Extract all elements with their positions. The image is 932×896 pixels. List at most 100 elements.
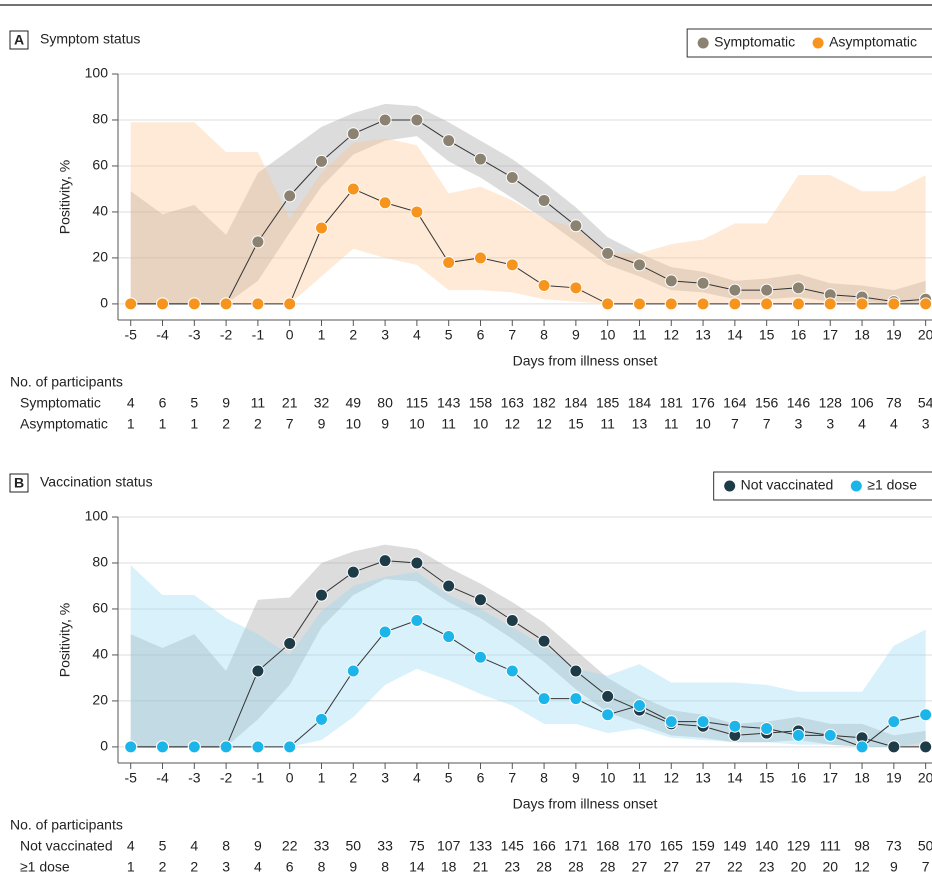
data-point: [887, 297, 901, 311]
count: 54: [918, 395, 932, 411]
confidence-band: [130, 565, 926, 747]
count: 4: [127, 838, 135, 854]
data-point: [187, 740, 201, 754]
count: 23: [504, 859, 520, 875]
x-tick-label: 6: [477, 327, 485, 343]
count: 184: [564, 395, 588, 411]
count: 3: [795, 416, 803, 432]
y-tick-label: 60: [92, 600, 108, 616]
count: 14: [409, 859, 425, 875]
y-tick-label: 0: [100, 738, 108, 754]
count: 149: [723, 838, 747, 854]
x-tick-label: -2: [220, 327, 233, 343]
x-tick-label: 11: [632, 770, 647, 786]
count: 6: [286, 859, 294, 875]
data-point: [346, 565, 360, 579]
x-tick-label: 13: [695, 770, 711, 786]
y-tick-label: 80: [92, 111, 108, 127]
x-tick-label: 6: [477, 770, 485, 786]
data-point: [696, 715, 710, 729]
count: 21: [473, 859, 489, 875]
count: 28: [568, 859, 584, 875]
data-point: [187, 297, 201, 311]
x-tick-label: -2: [220, 770, 233, 786]
count: 15: [568, 416, 584, 432]
confidence-band: [130, 544, 926, 747]
count: 11: [251, 395, 266, 411]
y-tick-label: 80: [92, 554, 108, 570]
count: 32: [314, 395, 330, 411]
count: 158: [469, 395, 493, 411]
count: 2: [254, 416, 262, 432]
legend: Not vaccinated ≥1 dose: [713, 471, 932, 501]
count: 185: [596, 395, 620, 411]
data-point: [378, 196, 392, 210]
x-tick-label: 7: [508, 327, 516, 343]
data-point: [283, 636, 297, 650]
count: 33: [314, 838, 330, 854]
x-tick-label: 20: [918, 770, 932, 786]
x-tick-label: 0: [286, 327, 294, 343]
count: 8: [381, 859, 389, 875]
count: 7: [922, 859, 930, 875]
data-point: [251, 664, 265, 678]
y-tick-label: 20: [92, 692, 108, 708]
x-tick-label: 0: [286, 770, 294, 786]
count: 184: [628, 395, 652, 411]
data-point: [537, 692, 551, 706]
count: 9: [222, 395, 230, 411]
panel-label-box: [9, 473, 29, 493]
x-tick-label: 16: [791, 327, 807, 343]
confidence-band: [130, 122, 926, 304]
count: 7: [286, 416, 294, 432]
count: 159: [691, 838, 715, 854]
x-tick-label: 10: [600, 327, 616, 343]
y-tick-label: 100: [85, 65, 109, 81]
data-point: [156, 740, 170, 754]
count: 4: [858, 416, 866, 432]
x-tick-label: 19: [886, 327, 902, 343]
legend-label: Symptomatic: [714, 34, 795, 50]
data-point: [378, 625, 392, 639]
x-tick-label: 8: [540, 327, 548, 343]
count: 9: [381, 416, 389, 432]
data-point: [537, 279, 551, 293]
count: 128: [819, 395, 843, 411]
data-point: [442, 630, 456, 644]
count: 9: [318, 416, 326, 432]
x-tick-label: 4: [413, 327, 421, 343]
data-point: [315, 588, 328, 602]
count: 168: [596, 838, 620, 854]
count: 22: [282, 838, 298, 854]
count: 27: [632, 859, 648, 875]
data-point: [537, 193, 551, 207]
y-tick-label: 20: [92, 249, 108, 265]
count: 140: [755, 838, 779, 854]
legend-marker: [697, 37, 709, 49]
data-point: [410, 613, 424, 627]
count: 7: [731, 416, 739, 432]
row-label: ≥1 dose: [20, 859, 70, 875]
x-axis-title: Days from illness onset: [513, 353, 658, 369]
data-point: [346, 664, 360, 678]
data-point: [378, 113, 392, 127]
data-point: [251, 235, 265, 249]
count: 107: [437, 838, 461, 854]
data-point: [791, 297, 805, 311]
count: 20: [791, 859, 807, 875]
data-point: [473, 251, 487, 265]
data-point: [919, 297, 932, 311]
data-point: [664, 715, 678, 729]
count: 33: [377, 838, 393, 854]
x-tick-label: 20: [918, 327, 932, 343]
y-tick-label: 40: [92, 646, 108, 662]
legend-label: Not vaccinated: [741, 477, 834, 493]
data-point: [315, 712, 328, 726]
data-point: [378, 554, 392, 568]
data-point: [346, 182, 360, 196]
count: 13: [632, 416, 648, 432]
count: 22: [727, 859, 743, 875]
data-point: [569, 692, 583, 706]
count: 1: [159, 416, 167, 432]
